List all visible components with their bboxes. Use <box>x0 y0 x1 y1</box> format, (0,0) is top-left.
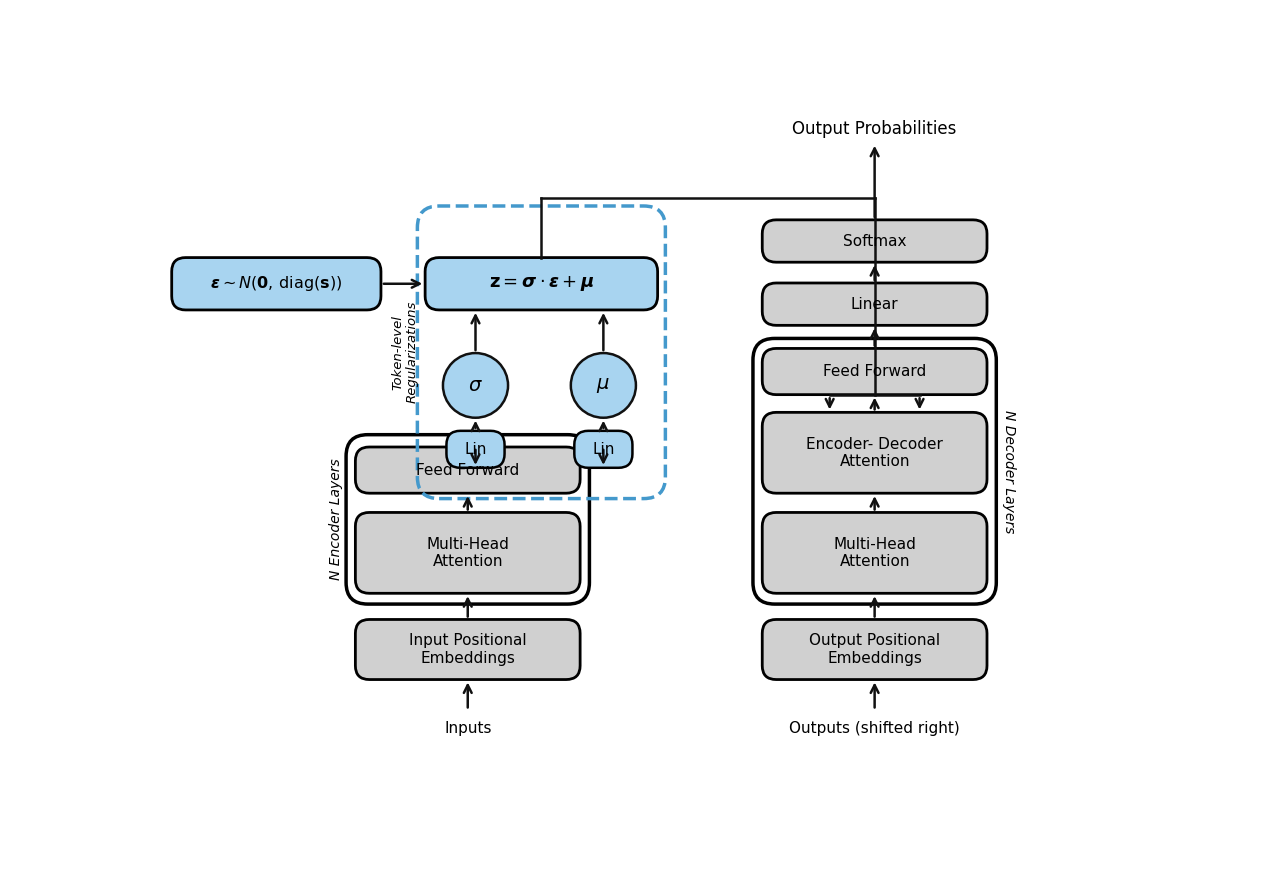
FancyBboxPatch shape <box>762 220 987 262</box>
FancyBboxPatch shape <box>172 258 381 310</box>
FancyBboxPatch shape <box>762 619 987 680</box>
Text: Output Positional
Embeddings: Output Positional Embeddings <box>809 633 940 666</box>
Text: Linear: Linear <box>851 297 899 312</box>
Text: Lin: Lin <box>592 442 615 456</box>
FancyBboxPatch shape <box>425 258 658 310</box>
FancyBboxPatch shape <box>762 413 987 493</box>
FancyBboxPatch shape <box>356 619 581 680</box>
FancyBboxPatch shape <box>356 512 581 593</box>
Text: Multi-Head
Attention: Multi-Head Attention <box>833 537 916 569</box>
FancyBboxPatch shape <box>753 338 996 604</box>
Text: $\boldsymbol{\epsilon}{\sim}N(\mathbf{0},\,\mathrm{diag}(\mathbf{s}))$: $\boldsymbol{\epsilon}{\sim}N(\mathbf{0}… <box>211 274 342 293</box>
Text: Lin: Lin <box>464 442 487 456</box>
FancyBboxPatch shape <box>447 431 505 468</box>
Text: Token-level
Regularizations: Token-level Regularizations <box>391 301 419 404</box>
Text: Encoder- Decoder
Attention: Encoder- Decoder Attention <box>806 436 943 469</box>
Text: N Decoder Layers: N Decoder Layers <box>1002 410 1016 533</box>
Text: $\sigma$: $\sigma$ <box>468 376 483 395</box>
FancyBboxPatch shape <box>762 349 987 395</box>
Text: Feed Forward: Feed Forward <box>416 463 520 477</box>
FancyBboxPatch shape <box>356 447 581 493</box>
FancyBboxPatch shape <box>762 512 987 593</box>
FancyBboxPatch shape <box>346 434 589 604</box>
Text: Outputs (shifted right): Outputs (shifted right) <box>789 721 960 736</box>
FancyBboxPatch shape <box>762 283 987 325</box>
Text: $\mathbf{z} = \boldsymbol{\sigma} \cdot \boldsymbol{\epsilon} + \boldsymbol{\mu}: $\mathbf{z} = \boldsymbol{\sigma} \cdot … <box>488 274 594 293</box>
Text: Output Probabilities: Output Probabilities <box>793 120 957 138</box>
Text: $\mu$: $\mu$ <box>597 376 611 395</box>
Text: Softmax: Softmax <box>843 234 906 249</box>
Ellipse shape <box>570 353 636 418</box>
Text: Inputs: Inputs <box>444 721 491 736</box>
Text: Input Positional
Embeddings: Input Positional Embeddings <box>409 633 526 666</box>
Text: Feed Forward: Feed Forward <box>823 364 926 379</box>
FancyBboxPatch shape <box>574 431 632 468</box>
Text: Multi-Head
Attention: Multi-Head Attention <box>427 537 509 569</box>
Text: N Encoder Layers: N Encoder Layers <box>329 458 343 580</box>
Ellipse shape <box>443 353 509 418</box>
